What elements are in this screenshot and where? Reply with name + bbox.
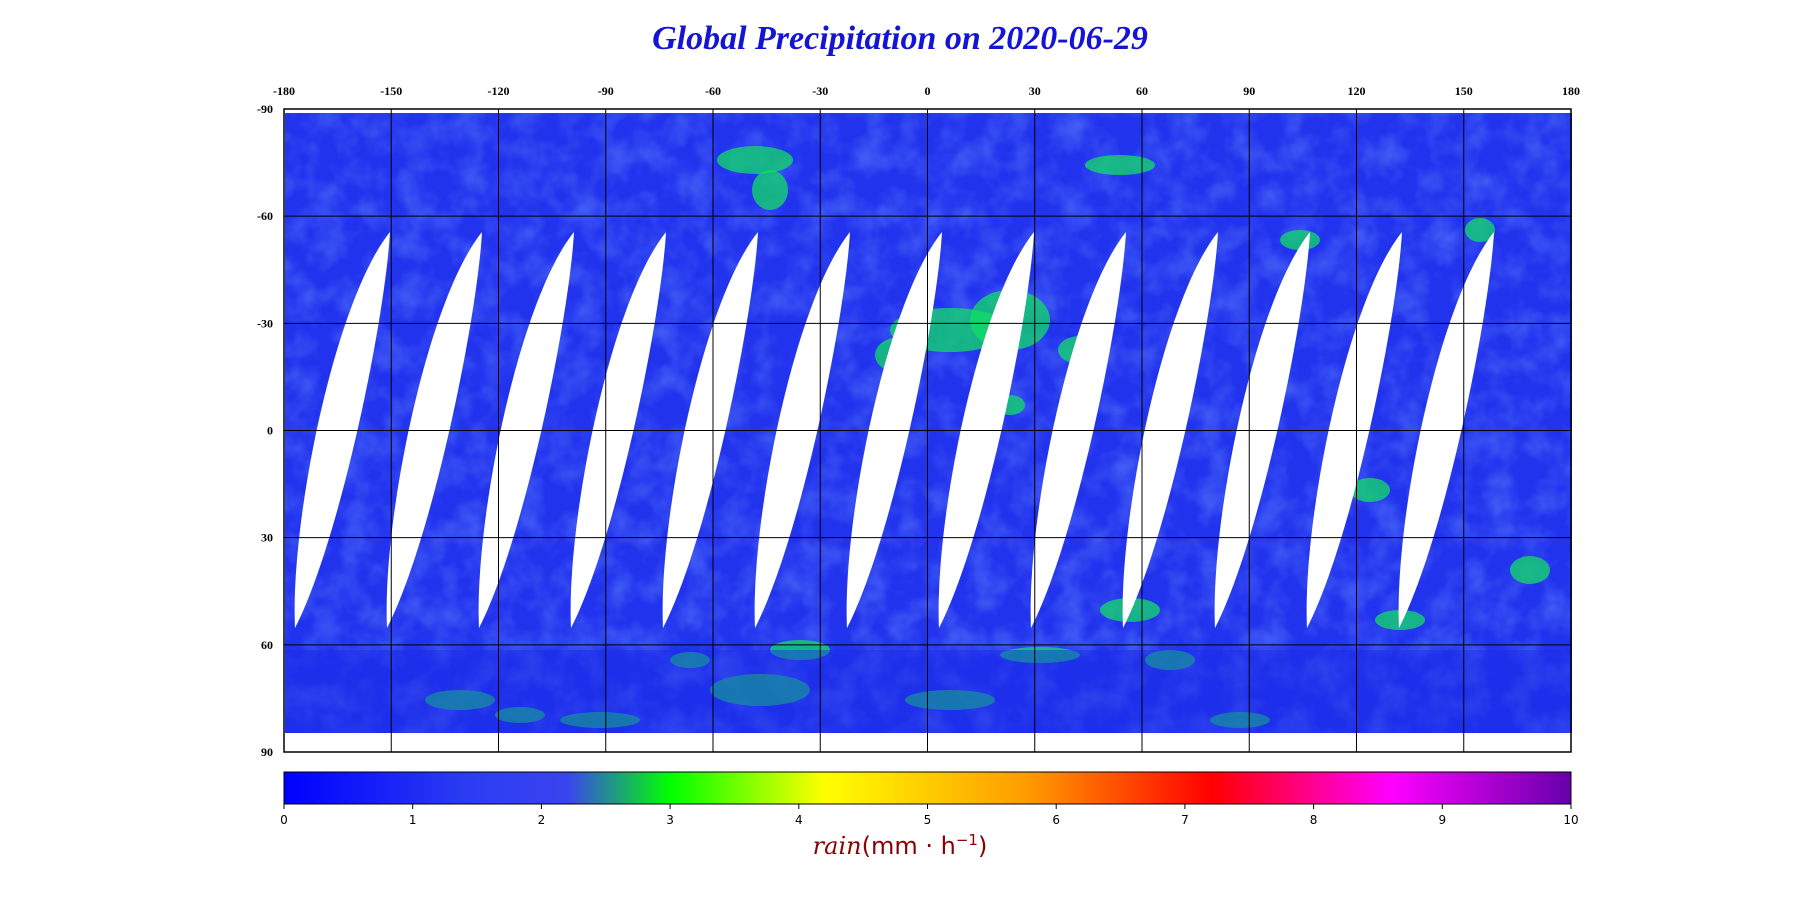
colorbar-label-exp: −1 xyxy=(955,831,978,849)
rain-patch xyxy=(1085,155,1155,175)
x-tick-label: 60 xyxy=(1136,84,1148,98)
y-tick-label: 0 xyxy=(267,424,273,438)
x-tick-label: -150 xyxy=(380,84,402,98)
x-tick-label: 30 xyxy=(1029,84,1041,98)
x-tick-label: -180 xyxy=(273,84,295,98)
rain-patch xyxy=(1510,556,1550,584)
colorbar-tick-label: 9 xyxy=(1438,813,1446,827)
x-tick-label: 120 xyxy=(1348,84,1366,98)
rain-patch xyxy=(1145,650,1195,670)
y-tick-label: -90 xyxy=(257,102,273,116)
rain-patch xyxy=(710,674,810,706)
field-texture xyxy=(285,113,1572,735)
chart-title: Global Precipitation on 2020-06-29 xyxy=(652,20,1148,57)
rain-patch xyxy=(1280,230,1320,250)
y-tick-label: 60 xyxy=(261,638,273,652)
y-tick-label: 90 xyxy=(261,745,273,759)
rain-patch xyxy=(1000,647,1080,663)
colorbar-tick-label: 10 xyxy=(1563,813,1578,827)
colorbar xyxy=(283,771,1572,805)
rain-patch xyxy=(425,690,495,710)
x-tick-label: -30 xyxy=(812,84,828,98)
x-tick-label: 150 xyxy=(1455,84,1473,98)
y-tick-label: 30 xyxy=(261,531,273,545)
rain-patch xyxy=(1350,478,1390,502)
x-tick-label: -90 xyxy=(598,84,614,98)
colorbar-label-units: (mm · h xyxy=(861,832,956,860)
colorbar-tick-label: 5 xyxy=(924,813,932,827)
colorbar-label-close: ) xyxy=(977,832,988,860)
colorbar-tick-label: 4 xyxy=(795,813,803,827)
x-tick-label: 0 xyxy=(925,84,931,98)
y-tick-label: -60 xyxy=(257,209,273,223)
colorbar-tick-label: 7 xyxy=(1181,813,1189,827)
colorbar-tick-label: 3 xyxy=(666,813,674,827)
rain-patch xyxy=(670,652,710,668)
rain-patch xyxy=(717,146,793,174)
x-tick-label: 90 xyxy=(1243,84,1255,98)
southern-band xyxy=(285,650,1572,735)
no-data-edge xyxy=(285,733,1572,735)
colorbar-tick-label: 1 xyxy=(409,813,417,827)
x-tick-label: 180 xyxy=(1562,84,1580,98)
x-tick-label: -120 xyxy=(488,84,510,98)
rain-patch xyxy=(1465,218,1495,242)
x-tick-label: -60 xyxy=(705,84,721,98)
colorbar-label-var: rain xyxy=(812,832,862,860)
colorbar-tick-label: 0 xyxy=(280,813,288,827)
y-tick-label: -30 xyxy=(257,316,273,330)
colorbar-tick-label: 8 xyxy=(1310,813,1318,827)
rain-patch xyxy=(560,712,640,728)
colorbar-label: rain(mm · h−1) xyxy=(0,831,1800,860)
colorbar-tick-label: 2 xyxy=(538,813,546,827)
rain-patch xyxy=(495,707,545,723)
rain-patch xyxy=(752,170,788,210)
colorbar-tick-label: 6 xyxy=(1052,813,1060,827)
plot-frame xyxy=(283,108,1572,753)
rain-patch xyxy=(1210,712,1270,728)
